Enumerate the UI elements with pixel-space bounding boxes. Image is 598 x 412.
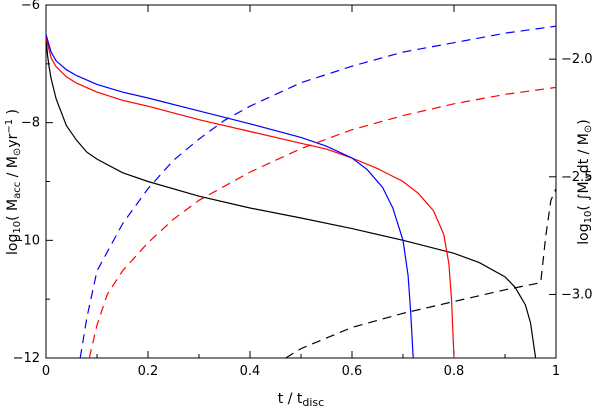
y-left-ticks: −12 −10 −8 −6	[13, 0, 53, 366]
series-line-3	[45, 34, 414, 359]
series-line-2	[45, 37, 455, 359]
y-right-tick-label: −2.0	[561, 52, 593, 67]
series-line-1	[45, 37, 537, 359]
x-tick-label: 0.6	[342, 364, 363, 379]
x-ticks: 0 0.2 0.4 0.6 0.8 1	[42, 5, 560, 379]
y-left-axis-label: log10( Macc / M⊙yr−1 )	[4, 109, 23, 255]
y-right-tick-label: −2.5	[561, 170, 593, 185]
y-left-tick-label: −8	[21, 116, 40, 131]
plot-frame	[45, 4, 557, 359]
x-tick-label: 0	[42, 364, 50, 379]
series-line-5	[88, 86, 557, 359]
y-right-tick-label: −3.0	[561, 287, 593, 302]
series-layer	[45, 25, 557, 359]
y-right-axis-label: log10( ∫Mwdt / M⊙)	[576, 119, 594, 245]
x-tick-label: 0.4	[240, 364, 261, 379]
y-right-ticks: −3.0 −2.5 −2.0	[549, 52, 593, 302]
x-tick-label: 0.2	[138, 364, 159, 379]
y-left-tick-label: −12	[13, 351, 40, 366]
x-axis-label: t / tdisc	[278, 391, 324, 409]
y-left-tick-label: −6	[21, 0, 40, 13]
x-tick-label: 0.8	[444, 364, 465, 379]
series-line-6	[285, 188, 557, 359]
x-tick-label: 1	[552, 364, 560, 379]
series-line-4	[79, 25, 557, 359]
y-left-tick-label: −10	[13, 233, 40, 248]
